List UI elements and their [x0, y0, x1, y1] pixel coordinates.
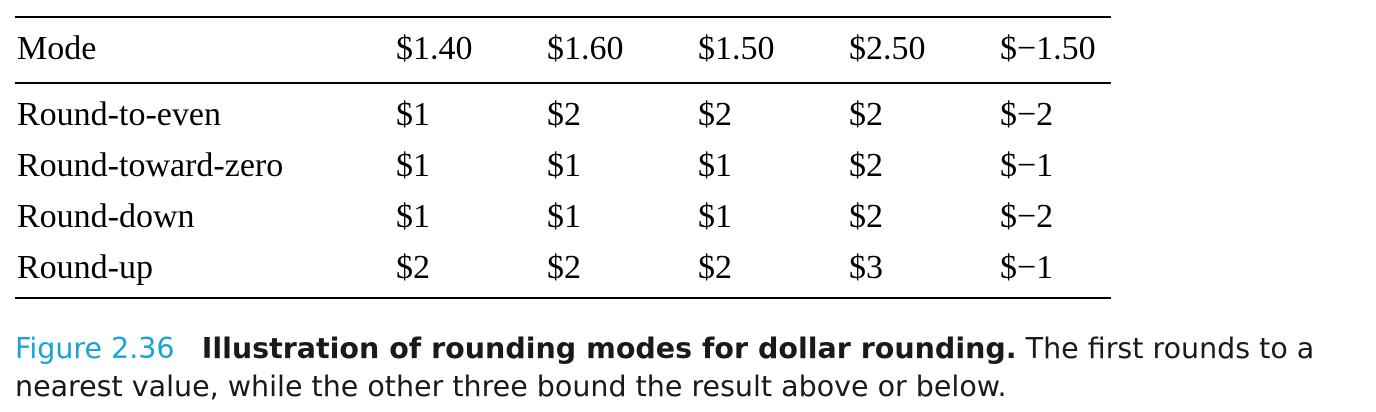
row-mode-label: Round-toward-zero — [17, 147, 284, 184]
table-cell: $1 — [698, 147, 732, 184]
table-cell: $2 — [396, 249, 430, 286]
figure-caption-text: The first rounds to a nearest value, whi… — [15, 332, 1315, 403]
table-cell: $2 — [547, 249, 581, 286]
figure-caption: Figure 2.36 Illustration of rounding mod… — [15, 330, 1365, 406]
table-cell: $1 — [547, 198, 581, 235]
table-cell: $−1 — [1000, 249, 1054, 286]
table-cell: $1 — [396, 198, 430, 235]
table-row: Round-down $1 $1 $1 $2 $−2 — [15, 192, 1111, 242]
table-header-rule — [15, 82, 1111, 84]
table-row: Round-toward-zero $1 $1 $1 $2 $−1 — [15, 141, 1111, 191]
figure-label: Figure 2.36 — [15, 332, 175, 365]
column-header-value: $−1.50 — [1000, 30, 1096, 67]
table-cell: $3 — [849, 249, 883, 286]
table-bottom-rule — [15, 297, 1111, 299]
column-header-value: $2.50 — [849, 30, 926, 67]
table-cell: $−2 — [1000, 96, 1054, 133]
table-row: Round-to-even $1 $2 $2 $2 $−2 — [15, 90, 1111, 140]
table-cell: $2 — [698, 96, 732, 133]
table-cell: $2 — [849, 96, 883, 133]
table-top-rule — [15, 16, 1111, 18]
table-cell: $1 — [547, 147, 581, 184]
column-header-value: $1.60 — [547, 30, 624, 67]
table-cell: $1 — [396, 147, 430, 184]
table-cell: $−2 — [1000, 198, 1054, 235]
table-cell: $2 — [849, 147, 883, 184]
column-header-mode: Mode — [17, 30, 97, 67]
table-cell: $1 — [396, 96, 430, 133]
table-cell: $2 — [698, 249, 732, 286]
column-header-value: $1.40 — [396, 30, 473, 67]
table-cell: $2 — [547, 96, 581, 133]
column-header-value: $1.50 — [698, 30, 775, 67]
row-mode-label: Round-to-even — [17, 96, 221, 133]
row-mode-label: Round-down — [17, 198, 195, 235]
figure-title: Illustration of rounding modes for dolla… — [201, 332, 1017, 365]
table-row: Round-up $2 $2 $2 $3 $−1 — [15, 243, 1111, 293]
table-cell: $1 — [698, 198, 732, 235]
row-mode-label: Round-up — [17, 249, 153, 286]
table-header-row: Mode $1.40 $1.60 $1.50 $2.50 $−1.50 — [15, 24, 1111, 74]
table-cell: $2 — [849, 198, 883, 235]
table-cell: $−1 — [1000, 147, 1054, 184]
